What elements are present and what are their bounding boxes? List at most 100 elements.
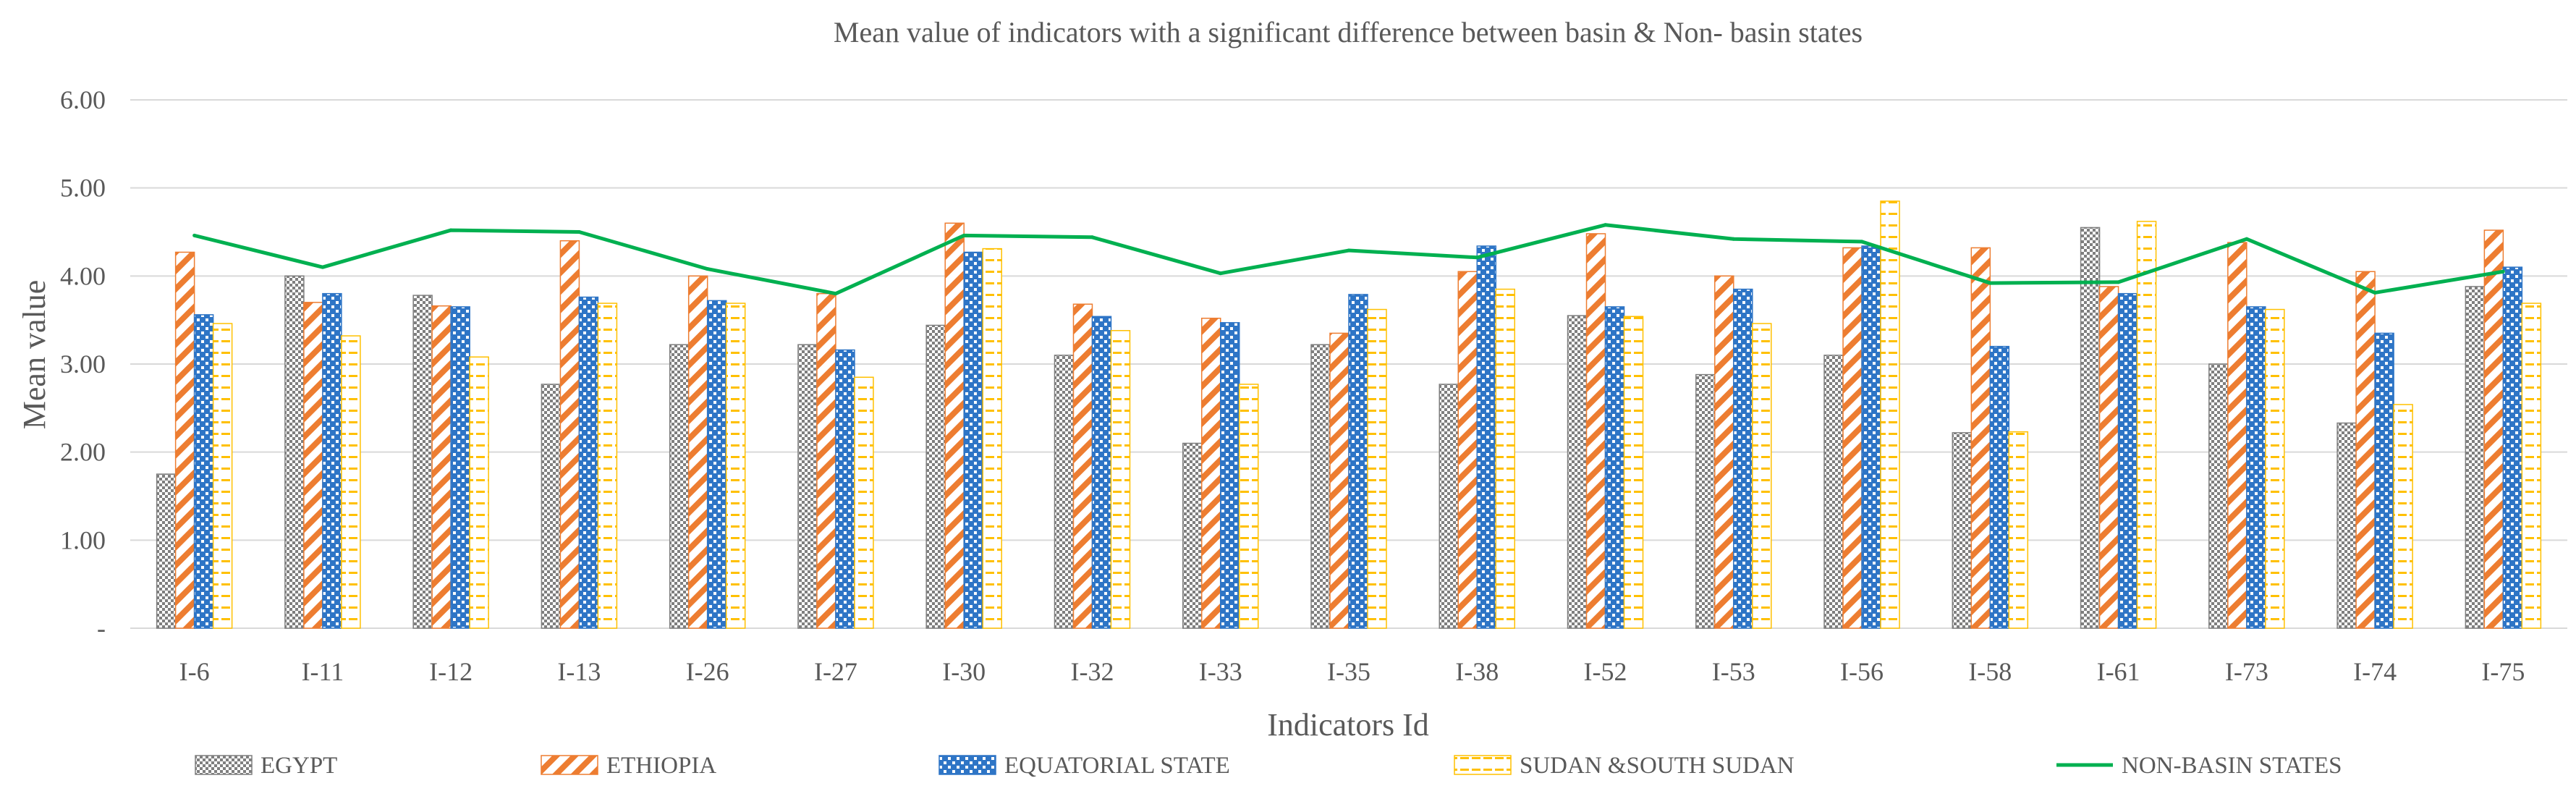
bar-ethiopia	[816, 292, 836, 629]
line-point	[2373, 290, 2377, 295]
line-point	[2245, 237, 2249, 241]
x-tick-label: I-38	[1455, 657, 1499, 686]
bar-equatorial-state	[450, 306, 470, 629]
bar-equatorial-state	[193, 314, 214, 629]
bar-sudan-andsouth-sudan	[597, 303, 618, 629]
legend-label-non-basin-states: NON-BASIN STATES	[2122, 753, 2342, 779]
bar-egypt	[1182, 442, 1203, 629]
x-tick-label: I-6	[179, 657, 210, 686]
bar-equatorial-state	[1219, 322, 1240, 629]
y-tick-labels: - 1.00 2.00 3.00 4.00 5.00 6.00	[60, 85, 106, 643]
x-axis-title: Indicators Id	[1267, 707, 1429, 743]
bar-egypt	[2080, 227, 2101, 629]
bar-equatorial-state	[1476, 245, 1497, 629]
legend-swatch-equatorial-state	[939, 755, 996, 775]
chart-title: Mean value of indicators with a signific…	[834, 16, 1863, 48]
bar-ethiopia	[174, 251, 195, 629]
x-tick-label: I-11	[302, 657, 344, 686]
bar-equatorial-state	[1861, 245, 1881, 629]
bar-ethiopia	[431, 305, 452, 629]
bar-sudan-andsouth-sudan	[2521, 303, 2542, 629]
bar-sudan-andsouth-sudan	[1238, 384, 1259, 629]
bar-ethiopia	[2098, 286, 2119, 629]
line-point	[1860, 240, 1864, 244]
legend-swatch-egypt	[195, 755, 253, 775]
line-non-basin-states	[194, 223, 2504, 296]
line-point	[1347, 248, 1351, 253]
bar-egypt	[1567, 315, 1588, 629]
bar-equatorial-state	[1733, 288, 1753, 629]
y-tick-label: 6.00	[60, 85, 106, 114]
x-tick-label: I-75	[2481, 657, 2525, 686]
line-point	[834, 292, 838, 296]
bar-sudan-andsouth-sudan	[982, 248, 1002, 629]
bar-equatorial-state	[835, 349, 855, 629]
x-tick-label: I-74	[2353, 657, 2397, 686]
bar-egypt	[1054, 355, 1075, 629]
line-point	[706, 267, 710, 271]
bar-equatorial-state	[2502, 266, 2523, 629]
bar-ethiopia	[1842, 247, 1863, 629]
x-tick-label: I-52	[1584, 657, 1627, 686]
x-tick-label: I-53	[1712, 657, 1755, 686]
x-tick-label: I-32	[1070, 657, 1114, 686]
bar-sudan-andsouth-sudan	[469, 356, 489, 629]
line-point	[577, 230, 581, 234]
y-axis-title: Mean value	[17, 280, 52, 429]
legend-swatch-sudan-andsouth-sudan	[1454, 755, 1512, 775]
bar-egypt	[1310, 344, 1331, 629]
bar-egypt	[541, 384, 562, 629]
bar-sudan-andsouth-sudan	[1623, 316, 1644, 629]
bar-equatorial-state	[578, 296, 599, 629]
x-tick-label: I-58	[1968, 657, 2012, 686]
bar-ethiopia	[559, 240, 580, 629]
bar-egypt	[2208, 363, 2229, 629]
bar-ethiopia	[1970, 247, 1991, 629]
x-tick-label: I-35	[1327, 657, 1370, 686]
bar-sudan-andsouth-sudan	[2008, 431, 2029, 629]
bar-egypt	[1695, 373, 1716, 629]
x-tick-labels: I-6 I-11 I-12 I-13 I-26 I-27 I-30 I-32 I-33 I-35 I…	[179, 657, 2525, 686]
bar-egypt	[669, 344, 690, 629]
bar-equatorial-state	[963, 251, 983, 629]
bar-egypt	[925, 324, 946, 629]
y-tick-label: 4.00	[60, 261, 106, 290]
bar-sudan-andsouth-sudan	[2393, 404, 2413, 629]
bar-egypt	[2465, 286, 2486, 629]
bar-equatorial-state	[1348, 294, 1368, 629]
line-point	[192, 233, 197, 237]
bar-ethiopia	[2355, 271, 2376, 629]
x-tick-label: I-61	[2097, 657, 2140, 686]
x-tick-label: I-27	[814, 657, 857, 686]
bar-equatorial-state	[1091, 316, 1112, 629]
bar-sudan-andsouth-sudan	[2265, 308, 2285, 629]
y-tick-label: -	[97, 614, 106, 643]
legend-label-egypt: EGYPT	[260, 753, 337, 779]
bar-ethiopia	[2483, 229, 2504, 629]
bar-ethiopia	[1329, 332, 1350, 629]
bar-sudan-andsouth-sudan	[212, 323, 233, 629]
legend-label-ethiopia: ETHIOPIA	[606, 753, 716, 779]
line-point	[449, 228, 453, 232]
line-point	[1988, 281, 1992, 285]
legend-swatch-ethiopia	[541, 755, 598, 775]
y-tick-label: 5.00	[60, 174, 106, 203]
bar-equatorial-state	[2246, 306, 2266, 629]
line-point	[321, 265, 325, 269]
bar-sudan-andsouth-sudan	[1752, 323, 1772, 629]
non-basin-line-series	[192, 223, 2505, 296]
bar-ethiopia	[1072, 303, 1093, 629]
x-tick-label: I-56	[1840, 657, 1884, 686]
line-point	[2117, 280, 2121, 284]
bar-ethiopia	[303, 302, 323, 629]
bar-egypt	[156, 473, 177, 629]
bar-equatorial-state	[1989, 345, 2010, 629]
bar-equatorial-state	[1604, 306, 1625, 629]
bar-egypt	[1439, 384, 1459, 629]
bar-equatorial-state	[2374, 332, 2394, 629]
x-tick-label: I-73	[2225, 657, 2268, 686]
x-tick-label: I-12	[429, 657, 473, 686]
bar-equatorial-state	[322, 292, 342, 629]
bar-ethiopia	[1714, 275, 1734, 629]
